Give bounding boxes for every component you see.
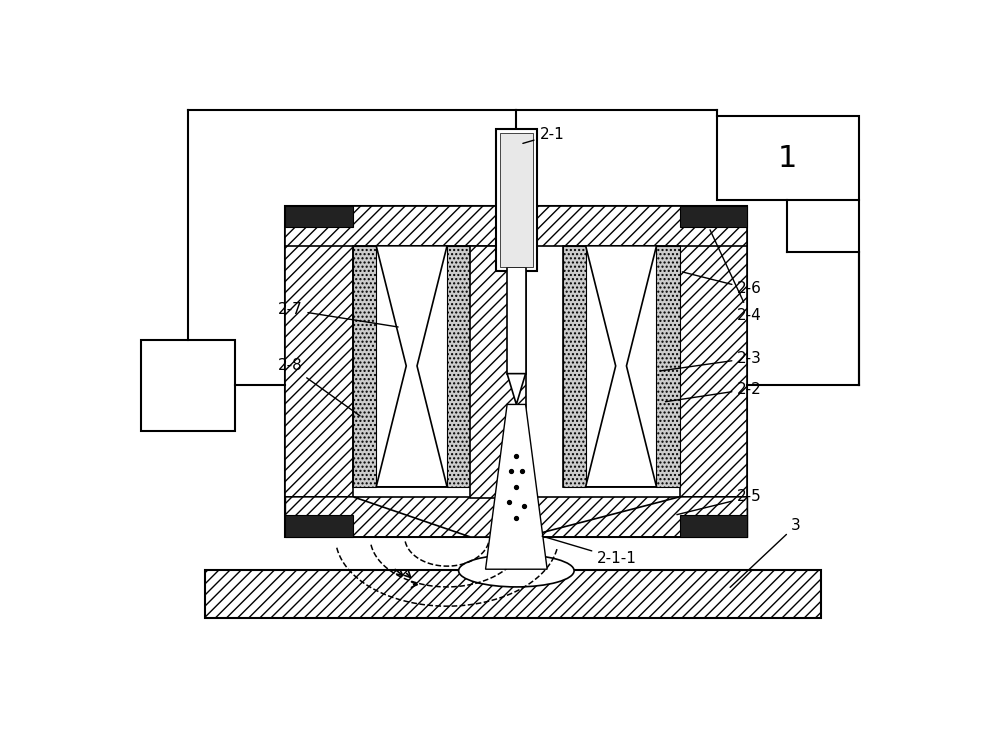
- Bar: [680, 515, 747, 537]
- Bar: [285, 206, 353, 537]
- Text: 2-3: 2-3: [660, 350, 762, 371]
- Bar: [563, 246, 680, 487]
- Ellipse shape: [459, 555, 574, 587]
- Text: 2-8: 2-8: [278, 358, 360, 416]
- Bar: [285, 206, 353, 227]
- Text: 2-4: 2-4: [710, 230, 762, 323]
- Bar: [447, 246, 470, 487]
- Text: 2-2: 2-2: [665, 382, 762, 402]
- Bar: [353, 246, 470, 487]
- Bar: [285, 206, 747, 246]
- Text: 3: 3: [730, 517, 801, 587]
- Text: 2-5: 2-5: [677, 490, 762, 515]
- Bar: [285, 206, 747, 537]
- Text: 1: 1: [778, 144, 797, 172]
- Text: 2-6: 2-6: [682, 272, 762, 296]
- Bar: [717, 117, 859, 199]
- Bar: [285, 515, 353, 537]
- Polygon shape: [586, 246, 656, 487]
- Bar: [205, 570, 820, 618]
- Text: 2-1-1: 2-1-1: [542, 536, 637, 566]
- Bar: [563, 246, 586, 487]
- Bar: [680, 206, 747, 537]
- Text: 2-1: 2-1: [523, 128, 564, 144]
- Bar: [353, 246, 376, 487]
- Polygon shape: [285, 497, 470, 537]
- Bar: [141, 340, 235, 430]
- Bar: [500, 133, 533, 267]
- Bar: [656, 246, 680, 487]
- Polygon shape: [507, 374, 526, 405]
- Bar: [507, 268, 526, 374]
- Bar: [680, 206, 747, 227]
- Bar: [496, 129, 537, 271]
- Bar: [470, 246, 526, 498]
- Polygon shape: [376, 246, 447, 487]
- Polygon shape: [486, 405, 547, 570]
- Polygon shape: [526, 497, 747, 537]
- Bar: [285, 497, 747, 537]
- Text: 2-7: 2-7: [278, 302, 398, 327]
